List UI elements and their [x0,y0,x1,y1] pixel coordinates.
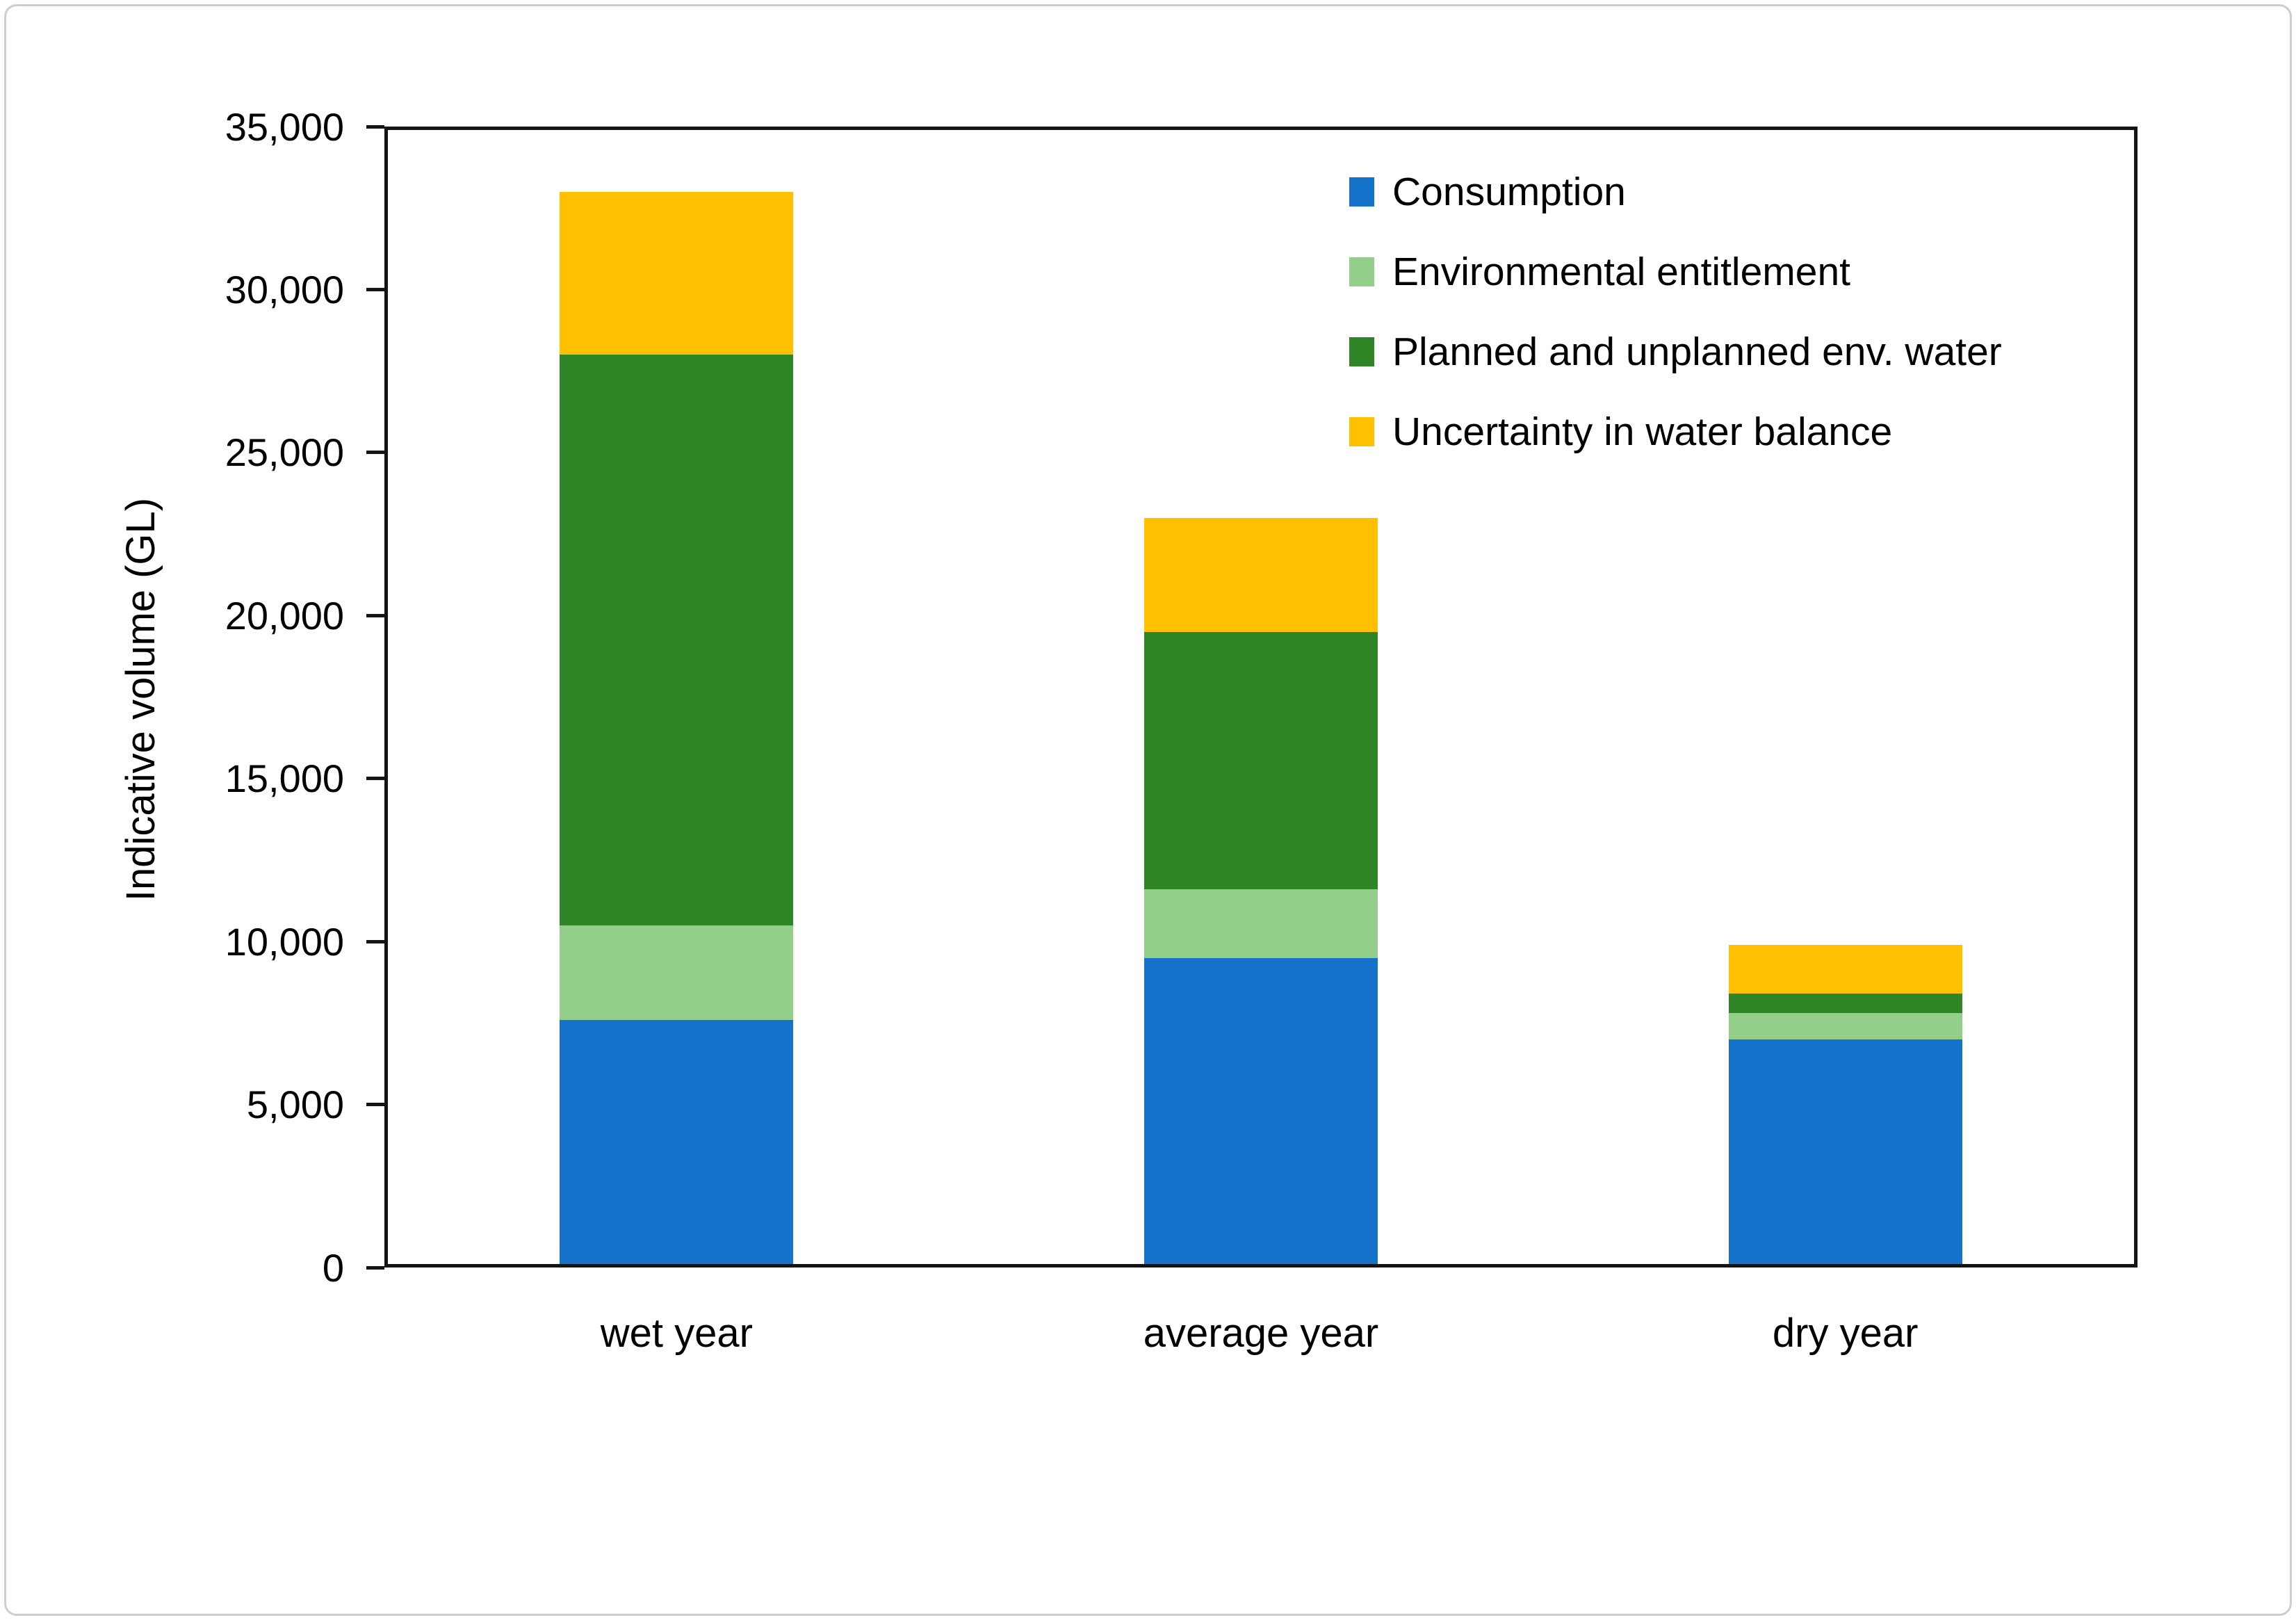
plot-area-frame [384,127,2138,1267]
y-tick-mark [366,939,384,943]
legend-label: Consumption [1392,169,1626,214]
bar-segment-environmental-entitlement [560,925,794,1020]
bar-segment-uncertainty-in-water-balance [1144,517,1378,632]
legend-item: Consumption [1349,152,2002,232]
legend: Consumption Environmental entitlement Plan… [1349,152,2002,471]
legend-item: Uncertainty in water balance [1349,391,2002,471]
y-tick-mark [366,287,384,291]
bar-dry-year [1728,944,1962,1267]
legend-label: Environmental entitlement [1392,249,1851,294]
x-category-label-average-year: average year [1143,1310,1379,1356]
legend-label: Uncertainty in water balance [1392,409,1893,454]
y-tick-label: 10,000 [225,919,344,964]
bar-segment-planned-and-unplanned-env-water [1728,994,1962,1014]
y-tick-mark [366,124,384,129]
bar-segment-uncertainty-in-water-balance [560,191,794,355]
y-tick-label: 25,000 [225,430,344,475]
x-category-label-dry-year: dry year [1772,1310,1919,1356]
bar-segment-environmental-entitlement [1144,889,1378,958]
legend-item: Planned and unplanned env. water [1349,311,2002,391]
y-tick-mark [366,1103,384,1107]
legend-item: Environmental entitlement [1349,232,2002,311]
legend-swatch-icon [1349,177,1374,206]
y-tick-label: 5,000 [246,1083,344,1127]
y-tick-label: 20,000 [225,593,344,638]
y-tick-mark [366,613,384,617]
bar-segment-consumption [1728,1039,1962,1267]
bar-segment-planned-and-unplanned-env-water [560,355,794,925]
bar-segment-uncertainty-in-water-balance [1728,944,1962,994]
y-tick-mark [366,451,384,455]
bar-segment-environmental-entitlement [1728,1013,1962,1039]
y-tick-mark [366,777,384,781]
bar-segment-consumption [1144,957,1378,1267]
bar-wet-year [560,191,794,1267]
legend-swatch-icon [1349,257,1374,286]
bar-segment-planned-and-unplanned-env-water [1144,631,1378,890]
legend-swatch-icon [1349,416,1374,446]
y-tick-label: 15,000 [225,756,344,801]
y-tick-label: 35,000 [225,104,344,149]
bar-average-year [1144,517,1378,1267]
y-tick-mark [366,1265,384,1270]
y-tick-label: 0 [322,1245,344,1290]
y-tick-label: 30,000 [225,267,344,311]
bar-segment-consumption [560,1019,794,1267]
legend-swatch-icon [1349,337,1374,366]
x-category-label-wet-year: wet year [600,1310,753,1356]
legend-label: Planned and unplanned env. water [1392,329,2002,374]
